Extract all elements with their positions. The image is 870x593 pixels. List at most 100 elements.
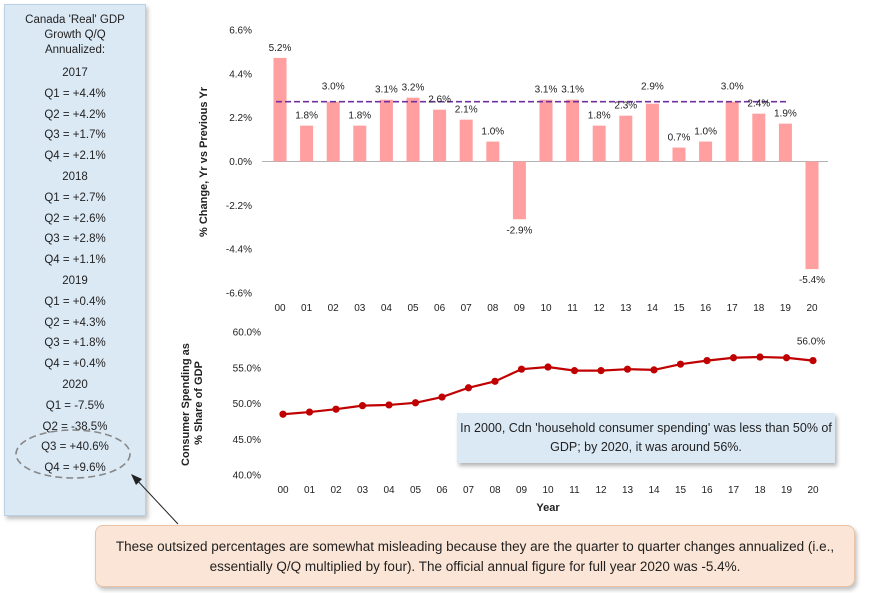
- line-x-tick-label: 18: [754, 485, 766, 496]
- panel-quarter-value: Q4 = +1.1%: [44, 254, 106, 267]
- line-x-tick-label: 19: [781, 485, 793, 496]
- line-x-tick-label: 20: [807, 485, 819, 496]
- panel-year-heading: 2017: [62, 67, 88, 79]
- consumer-spending-point: [385, 401, 393, 409]
- panel-quarter-value: Q3 = +40.6%: [41, 441, 109, 454]
- bar-x-tick-label: 12: [594, 303, 606, 314]
- bar-y-tick-label: 2.2%: [229, 113, 252, 124]
- bar-x-tick-label: 13: [620, 303, 632, 314]
- panel-quarter-value: Q4 = +9.6%: [44, 462, 106, 475]
- consumer-spending-point: [411, 399, 420, 407]
- line-x-tick-label: 17: [728, 485, 740, 496]
- line-x-tick-label: 12: [595, 485, 607, 496]
- bar-x-tick-label: 05: [407, 303, 419, 314]
- bar-value-label: 1.0%: [694, 127, 717, 138]
- quarterly-growth-panel: Canada 'Real' GDP Growth Q/Q Annualized: 20…: [4, 4, 146, 516]
- bar-x-tick-label: 03: [354, 303, 366, 314]
- panel-title-line: Annualized:: [44, 44, 106, 56]
- line-y-tick-label: 45.0%: [233, 435, 261, 446]
- line-chart-x-axis-title: Year: [536, 502, 560, 514]
- consumer-spending-line-chart: Consumer Spending as % Share of GDP 60.0…: [180, 328, 825, 515]
- callout-arrow-line: [134, 477, 179, 525]
- panel-quarter-value: Q3 = +1.8%: [44, 337, 106, 350]
- bar-x-tick-label: 04: [381, 303, 393, 314]
- panel-quarter-value: Q2 = +4.3%: [44, 316, 106, 329]
- consumer-spending-point: [464, 384, 473, 392]
- bar-x-tick-label: 17: [727, 303, 739, 314]
- gdp-growth-bar: [273, 57, 287, 162]
- bar-value-label: 1.8%: [348, 111, 371, 122]
- panel-year-heading: 2018: [62, 171, 88, 183]
- line-x-tick-label: 15: [675, 485, 687, 496]
- consumer-spending-point: [650, 366, 658, 374]
- bar-x-tick-label: 16: [700, 303, 712, 314]
- bar-value-label: 3.1%: [561, 85, 584, 96]
- bar-value-label: 3.0%: [721, 82, 744, 93]
- line-x-tick-label: 00: [277, 485, 289, 496]
- gdp-growth-bar: [433, 109, 447, 162]
- bar-value-label: 3.0%: [322, 82, 345, 93]
- consumer-spending-point: [517, 365, 526, 373]
- bar-y-tick-label: -6.6%: [226, 289, 252, 300]
- consumer-spending-point: [491, 377, 499, 385]
- consumer-spending-point: [305, 408, 314, 416]
- bar-x-tick-label: 00: [274, 303, 286, 314]
- bar-value-label: 3.2%: [402, 83, 425, 94]
- bar-value-label: 2.3%: [614, 101, 637, 112]
- gdp-growth-bar: [566, 99, 580, 162]
- line-x-tick-label: 10: [542, 485, 554, 496]
- panel-quarter-value: Q3 = +1.7%: [44, 129, 106, 142]
- gdp-growth-bar: [379, 99, 393, 162]
- gdp-growth-bar: [459, 119, 473, 162]
- consumer-spending-point: [332, 405, 340, 413]
- line-x-tick-label: 07: [463, 485, 475, 496]
- panel-quarter-value: Q4 = +2.1%: [44, 150, 106, 163]
- bar-x-tick-label: 06: [434, 303, 446, 314]
- consumer-spending-point: [782, 354, 791, 362]
- gdp-growth-bar: [619, 115, 633, 162]
- bar-y-tick-label: 6.6%: [229, 26, 252, 37]
- consumer-spending-point: [438, 393, 446, 401]
- panel-year-heading: 2019: [62, 275, 88, 287]
- line-x-tick-label: 04: [383, 485, 395, 496]
- bar-x-tick-label: 02: [328, 303, 340, 314]
- consumer-spending-point: [676, 360, 685, 368]
- panel-quarter-value: Q1 = -7.5%: [45, 399, 105, 412]
- bar-value-label: -5.4%: [799, 275, 825, 286]
- consumer-spending-point: [623, 365, 632, 373]
- line-x-tick-label: 16: [701, 485, 713, 496]
- bar-value-label: 1.0%: [481, 127, 504, 138]
- line-x-tick-label: 02: [330, 485, 342, 496]
- panel-quarter-value: Q2 = +4.2%: [44, 108, 106, 121]
- line-x-tick-label: 09: [516, 485, 528, 496]
- panel-title-line: Canada 'Real' GDP: [25, 14, 125, 26]
- panel-quarter-value: Q1 = +2.7%: [44, 191, 106, 204]
- bar-y-tick-label: -4.4%: [226, 245, 252, 256]
- bar-y-tick-label: -2.2%: [226, 201, 252, 212]
- line-y-tick-label: 60.0%: [233, 328, 261, 339]
- gdp-growth-bar: [778, 123, 792, 162]
- line-end-value-label: 56.0%: [797, 337, 825, 348]
- consumer-spending-point: [544, 363, 552, 371]
- bar-x-tick-label: 07: [461, 303, 473, 314]
- line-chart-y-axis-title-1: Consumer Spending as % Share of GDP: [180, 340, 205, 466]
- gdp-growth-bar: [406, 97, 420, 162]
- bar-x-tick-label: 20: [806, 303, 818, 314]
- bar-x-tick-label: 18: [753, 303, 765, 314]
- gdp-growth-bar: [752, 113, 766, 162]
- line-x-tick-label: 13: [622, 485, 634, 496]
- bar-x-tick-label: 15: [673, 303, 685, 314]
- gdp-growth-bar: [353, 125, 367, 162]
- bar-x-tick-label: 14: [647, 303, 659, 314]
- consumer-spending-point: [756, 353, 764, 361]
- gdp-growth-bar: [805, 161, 819, 270]
- bar-y-tick-label: 4.4%: [229, 69, 252, 80]
- line-x-tick-label: 05: [410, 485, 422, 496]
- gdp-growth-bar-chart: % Change, Yr vs Previous Yr 6.6% 4.4% 2.2%…: [198, 26, 828, 314]
- bar-value-label: 0.7%: [668, 133, 691, 144]
- gdp-growth-bar: [592, 125, 606, 162]
- highlight-ellipse: [15, 429, 131, 479]
- gdp-growth-bar: [672, 147, 686, 162]
- line-x-tick-label: 14: [648, 485, 660, 496]
